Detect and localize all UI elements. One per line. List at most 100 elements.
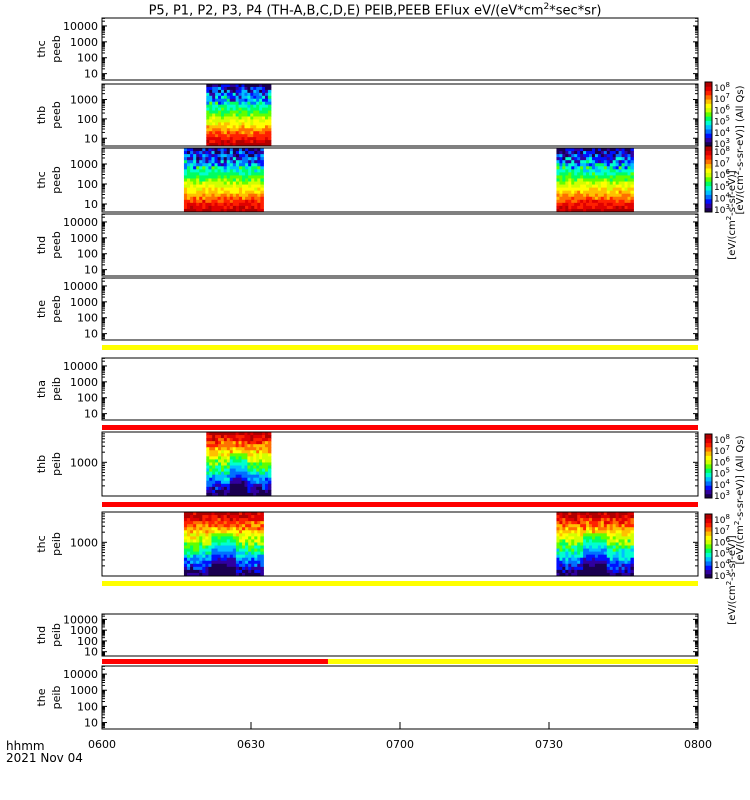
heatmap-cell <box>208 527 212 531</box>
heatmap-cell <box>606 527 611 531</box>
heatmap-cell <box>226 453 231 457</box>
heatmap-cell <box>565 560 569 565</box>
colorbar-cell <box>705 552 712 558</box>
heatmap-cell <box>217 563 222 568</box>
heatmap-cell <box>627 172 631 176</box>
heatmap-cell <box>244 101 248 106</box>
heatmap-cell <box>226 492 231 497</box>
heatmap-cell <box>559 190 563 195</box>
heatmap-cell <box>606 196 611 201</box>
heatmap-cell <box>597 169 602 173</box>
heatmap-cell <box>199 187 203 192</box>
heatmap-cell <box>253 447 257 451</box>
heatmap-cell <box>267 122 272 126</box>
heatmap-cell <box>591 536 596 540</box>
heatmap-cell <box>256 143 260 147</box>
y-tick-label: 10000 <box>63 216 98 229</box>
heatmap-cell <box>259 477 263 482</box>
heatmap-cell <box>244 140 248 144</box>
heatmap-cell <box>218 480 222 485</box>
heatmap-cell <box>624 157 629 161</box>
heatmap-cell <box>556 151 560 155</box>
heatmap-cell <box>248 199 252 204</box>
heatmap-cell <box>583 148 587 152</box>
heatmap-cell <box>193 563 197 568</box>
heatmap-cell <box>594 542 599 547</box>
time-axis-label: hhmm <box>6 739 45 753</box>
heatmap-cell <box>187 563 191 568</box>
heatmap-cell <box>193 551 197 556</box>
heatmap-cell <box>212 134 216 138</box>
heatmap-cell <box>248 563 252 568</box>
heatmap-cell <box>254 518 258 522</box>
heatmap-cell <box>229 471 234 476</box>
heatmap-cell <box>609 524 614 528</box>
y-tick-label: 1000 <box>70 376 98 389</box>
heatmap-cell <box>594 172 599 176</box>
heatmap-cell <box>606 202 611 207</box>
heatmap-cell <box>624 208 629 213</box>
heatmap-cell <box>238 474 243 479</box>
heatmap-cell <box>223 208 228 213</box>
heatmap-cell <box>229 521 234 525</box>
heatmap-cell <box>621 557 626 562</box>
heatmap-cell <box>215 468 219 473</box>
heatmap-cell <box>215 116 219 120</box>
heatmap-cell <box>586 551 590 556</box>
heatmap-cell <box>223 110 228 115</box>
heatmap-cell <box>559 521 563 525</box>
heatmap-cell <box>223 107 228 112</box>
heatmap-cell <box>211 557 216 562</box>
heatmap-cell <box>562 551 566 556</box>
heatmap-cell <box>238 172 243 176</box>
heatmap-cell <box>627 181 631 186</box>
heatmap-cell <box>209 453 213 457</box>
heatmap-cell <box>559 151 563 155</box>
heatmap-cell <box>624 175 629 179</box>
heatmap-cell <box>624 205 629 210</box>
heatmap-cell <box>211 181 216 186</box>
heatmap-cell <box>580 184 584 189</box>
heatmap-cell <box>630 548 634 553</box>
colorbar-frame <box>704 433 713 499</box>
heatmap-cell <box>205 202 209 207</box>
heatmap-cell <box>229 134 234 138</box>
heatmap-cell <box>565 151 569 155</box>
heatmap-cell <box>245 154 249 158</box>
heatmap-cell <box>621 512 626 516</box>
heatmap-cell <box>238 134 243 138</box>
heatmap-cell <box>232 471 237 476</box>
heatmap-cell <box>187 157 191 161</box>
heatmap-cell <box>589 199 593 204</box>
heatmap-cell <box>235 453 240 457</box>
heatmap-cell <box>235 107 240 112</box>
heatmap-cell <box>583 542 587 547</box>
heatmap-cell <box>229 524 234 528</box>
heatmap-cell <box>254 178 258 183</box>
heatmap-cell <box>257 512 261 516</box>
heatmap-cell <box>621 545 626 550</box>
heatmap-cell <box>559 554 563 559</box>
heatmap-cell <box>223 492 228 497</box>
heatmap-cell <box>267 450 272 454</box>
heatmap-cell <box>223 477 228 482</box>
heatmap-cell <box>209 101 213 106</box>
heatmap-cell <box>583 563 587 568</box>
heatmap-cell <box>193 572 197 577</box>
heatmap-cell <box>603 569 608 574</box>
heatmap-cell <box>193 166 197 170</box>
heatmap-cell <box>226 462 231 467</box>
heatmap-cell <box>245 163 249 167</box>
colorbar-unit-prefix: [eV/(cm <box>735 175 746 214</box>
heatmap-cell <box>250 489 254 494</box>
heatmap-cell <box>262 131 266 135</box>
heatmap-cell <box>624 154 629 158</box>
heatmap-cell <box>260 163 264 167</box>
heatmap-cell <box>260 151 264 155</box>
heatmap-cell <box>618 187 623 192</box>
heatmap-cell <box>247 92 251 97</box>
heatmap-cell <box>223 157 228 161</box>
colorbar-cell <box>705 569 712 575</box>
heatmap-cell <box>238 465 243 470</box>
y-tick-label: 10 <box>84 68 98 81</box>
